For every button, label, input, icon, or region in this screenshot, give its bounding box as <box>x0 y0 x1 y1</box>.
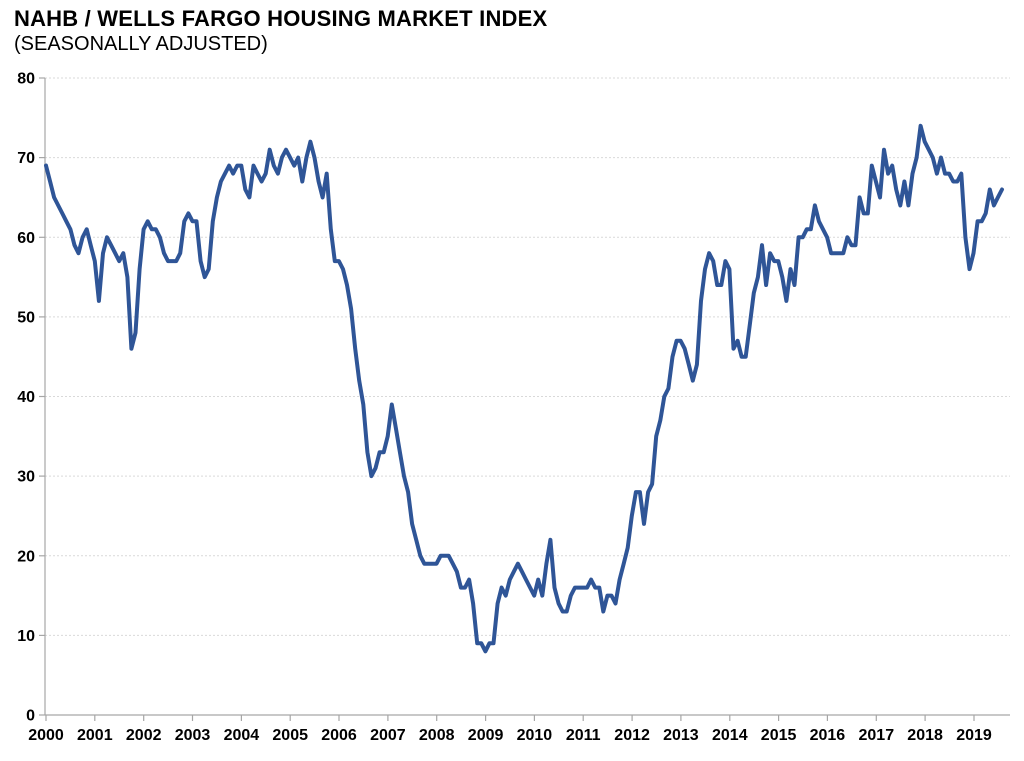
x-tick-label: 2015 <box>761 727 797 744</box>
y-tick-label: 70 <box>17 150 35 167</box>
x-tick-label: 2012 <box>614 727 650 744</box>
y-tick-label: 20 <box>17 548 35 565</box>
y-tick-label: 10 <box>17 628 35 645</box>
series-line <box>44 123 1004 654</box>
x-tick-label: 2008 <box>419 727 455 744</box>
gridlines <box>45 77 1010 636</box>
y-tick-label: 80 <box>17 71 35 88</box>
x-tick-label: 2005 <box>272 727 308 744</box>
x-tick-label: 2019 <box>956 727 992 744</box>
x-tick-label: 2011 <box>566 727 601 744</box>
y-tick-label: 30 <box>17 469 35 486</box>
x-tick-label: 2007 <box>370 727 406 744</box>
chart-title: NAHB / WELLS FARGO HOUSING MARKET INDEX <box>14 6 548 31</box>
x-tick-label: 2013 <box>663 727 699 744</box>
x-tick-label: 2006 <box>321 727 357 744</box>
y-tick-label: 60 <box>17 230 35 247</box>
x-tick-label: 2014 <box>712 727 748 744</box>
chart-subtitle: (SEASONALLY ADJUSTED) <box>14 33 268 56</box>
x-tick-label: 2001 <box>77 727 113 744</box>
x-tick-label: 2016 <box>810 727 846 744</box>
y-tick-label: 0 <box>26 708 35 725</box>
x-tick-label: 2018 <box>907 727 943 744</box>
x-tick-label: 2000 <box>28 727 64 744</box>
x-tick-label: 2017 <box>859 727 895 744</box>
y-axis: 0 10 20 30 40 50 60 70 80 <box>17 71 46 725</box>
x-axis: 2000 2001 2002 2003 2004 2005 2006 2007 2008 2009… <box>28 714 1010 744</box>
x-tick-label: 2010 <box>517 727 553 744</box>
y-tick-label: 40 <box>17 389 35 406</box>
chart-header: NAHB / WELLS FARGO HOUSING MARKET INDEX … <box>14 6 547 57</box>
y-tick-label: 50 <box>17 309 35 326</box>
x-tick-label: 2009 <box>468 727 504 744</box>
x-tick-label: 2002 <box>126 727 162 744</box>
x-tick-label: 2003 <box>175 727 211 744</box>
x-tick-label: 2004 <box>224 727 260 744</box>
